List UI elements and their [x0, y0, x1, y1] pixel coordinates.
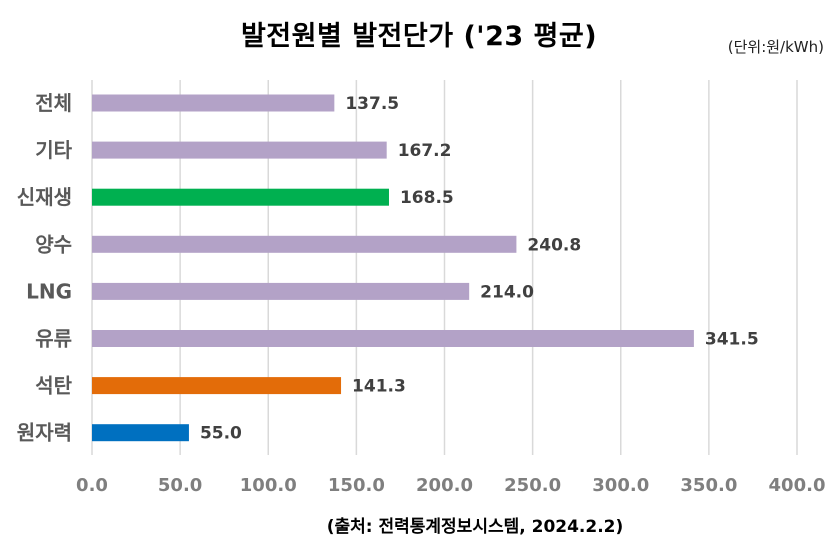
category-label: 양수: [35, 232, 72, 256]
bar: [92, 377, 342, 395]
data-label: 55.0: [200, 424, 242, 444]
category-label: 기타: [35, 138, 72, 162]
category-label: 신재생: [17, 185, 72, 209]
data-label: 341.5: [705, 330, 759, 350]
unit-label: (단위:원/kWh): [727, 38, 824, 56]
x-tick-label: 50.0: [158, 475, 202, 496]
category-label: 원자력: [17, 421, 72, 445]
chart-title: 발전원별 발전단가 ('23 평균): [240, 21, 598, 52]
x-tick-label: 0.0: [76, 475, 108, 496]
data-label: 168.5: [400, 188, 454, 208]
bar: [92, 282, 470, 300]
bar: [92, 141, 387, 159]
x-tick-label: 200.0: [416, 475, 473, 496]
x-tick-label: 100.0: [240, 475, 297, 496]
bar: [92, 330, 694, 347]
x-tick-label: 150.0: [328, 475, 385, 496]
gridlines: [91, 80, 798, 455]
bar: [92, 94, 335, 112]
category-label: 석탄: [35, 374, 72, 398]
category-label: LNG: [26, 279, 72, 303]
bar: [92, 235, 517, 253]
data-label: 240.8: [527, 235, 581, 255]
bar: [92, 424, 189, 442]
x-tick-label: 250.0: [504, 475, 561, 496]
bar: [92, 188, 389, 206]
source-note: (출처: 전력통계정보시스템, 2024.2.2): [326, 517, 624, 537]
x-tick-label: 300.0: [592, 475, 649, 496]
bars: [92, 94, 694, 442]
data-label: 141.3: [352, 377, 406, 397]
x-tick-label: 400.0: [769, 475, 826, 496]
data-label: 214.0: [480, 282, 534, 302]
value-labels: 137.5 167.2 168.5 240.8 214.0 341.5 141.3 55.0: [200, 94, 759, 444]
category-label: 전체: [35, 91, 72, 115]
data-label: 167.2: [398, 141, 452, 161]
data-label: 137.5: [345, 94, 399, 114]
x-tick-label: 350.0: [680, 475, 737, 496]
x-axis-ticks: 0.0 50.0 100.0 150.0 200.0 250.0 300.0 350.0 400…: [76, 475, 825, 496]
category-label: 유류: [35, 327, 72, 351]
